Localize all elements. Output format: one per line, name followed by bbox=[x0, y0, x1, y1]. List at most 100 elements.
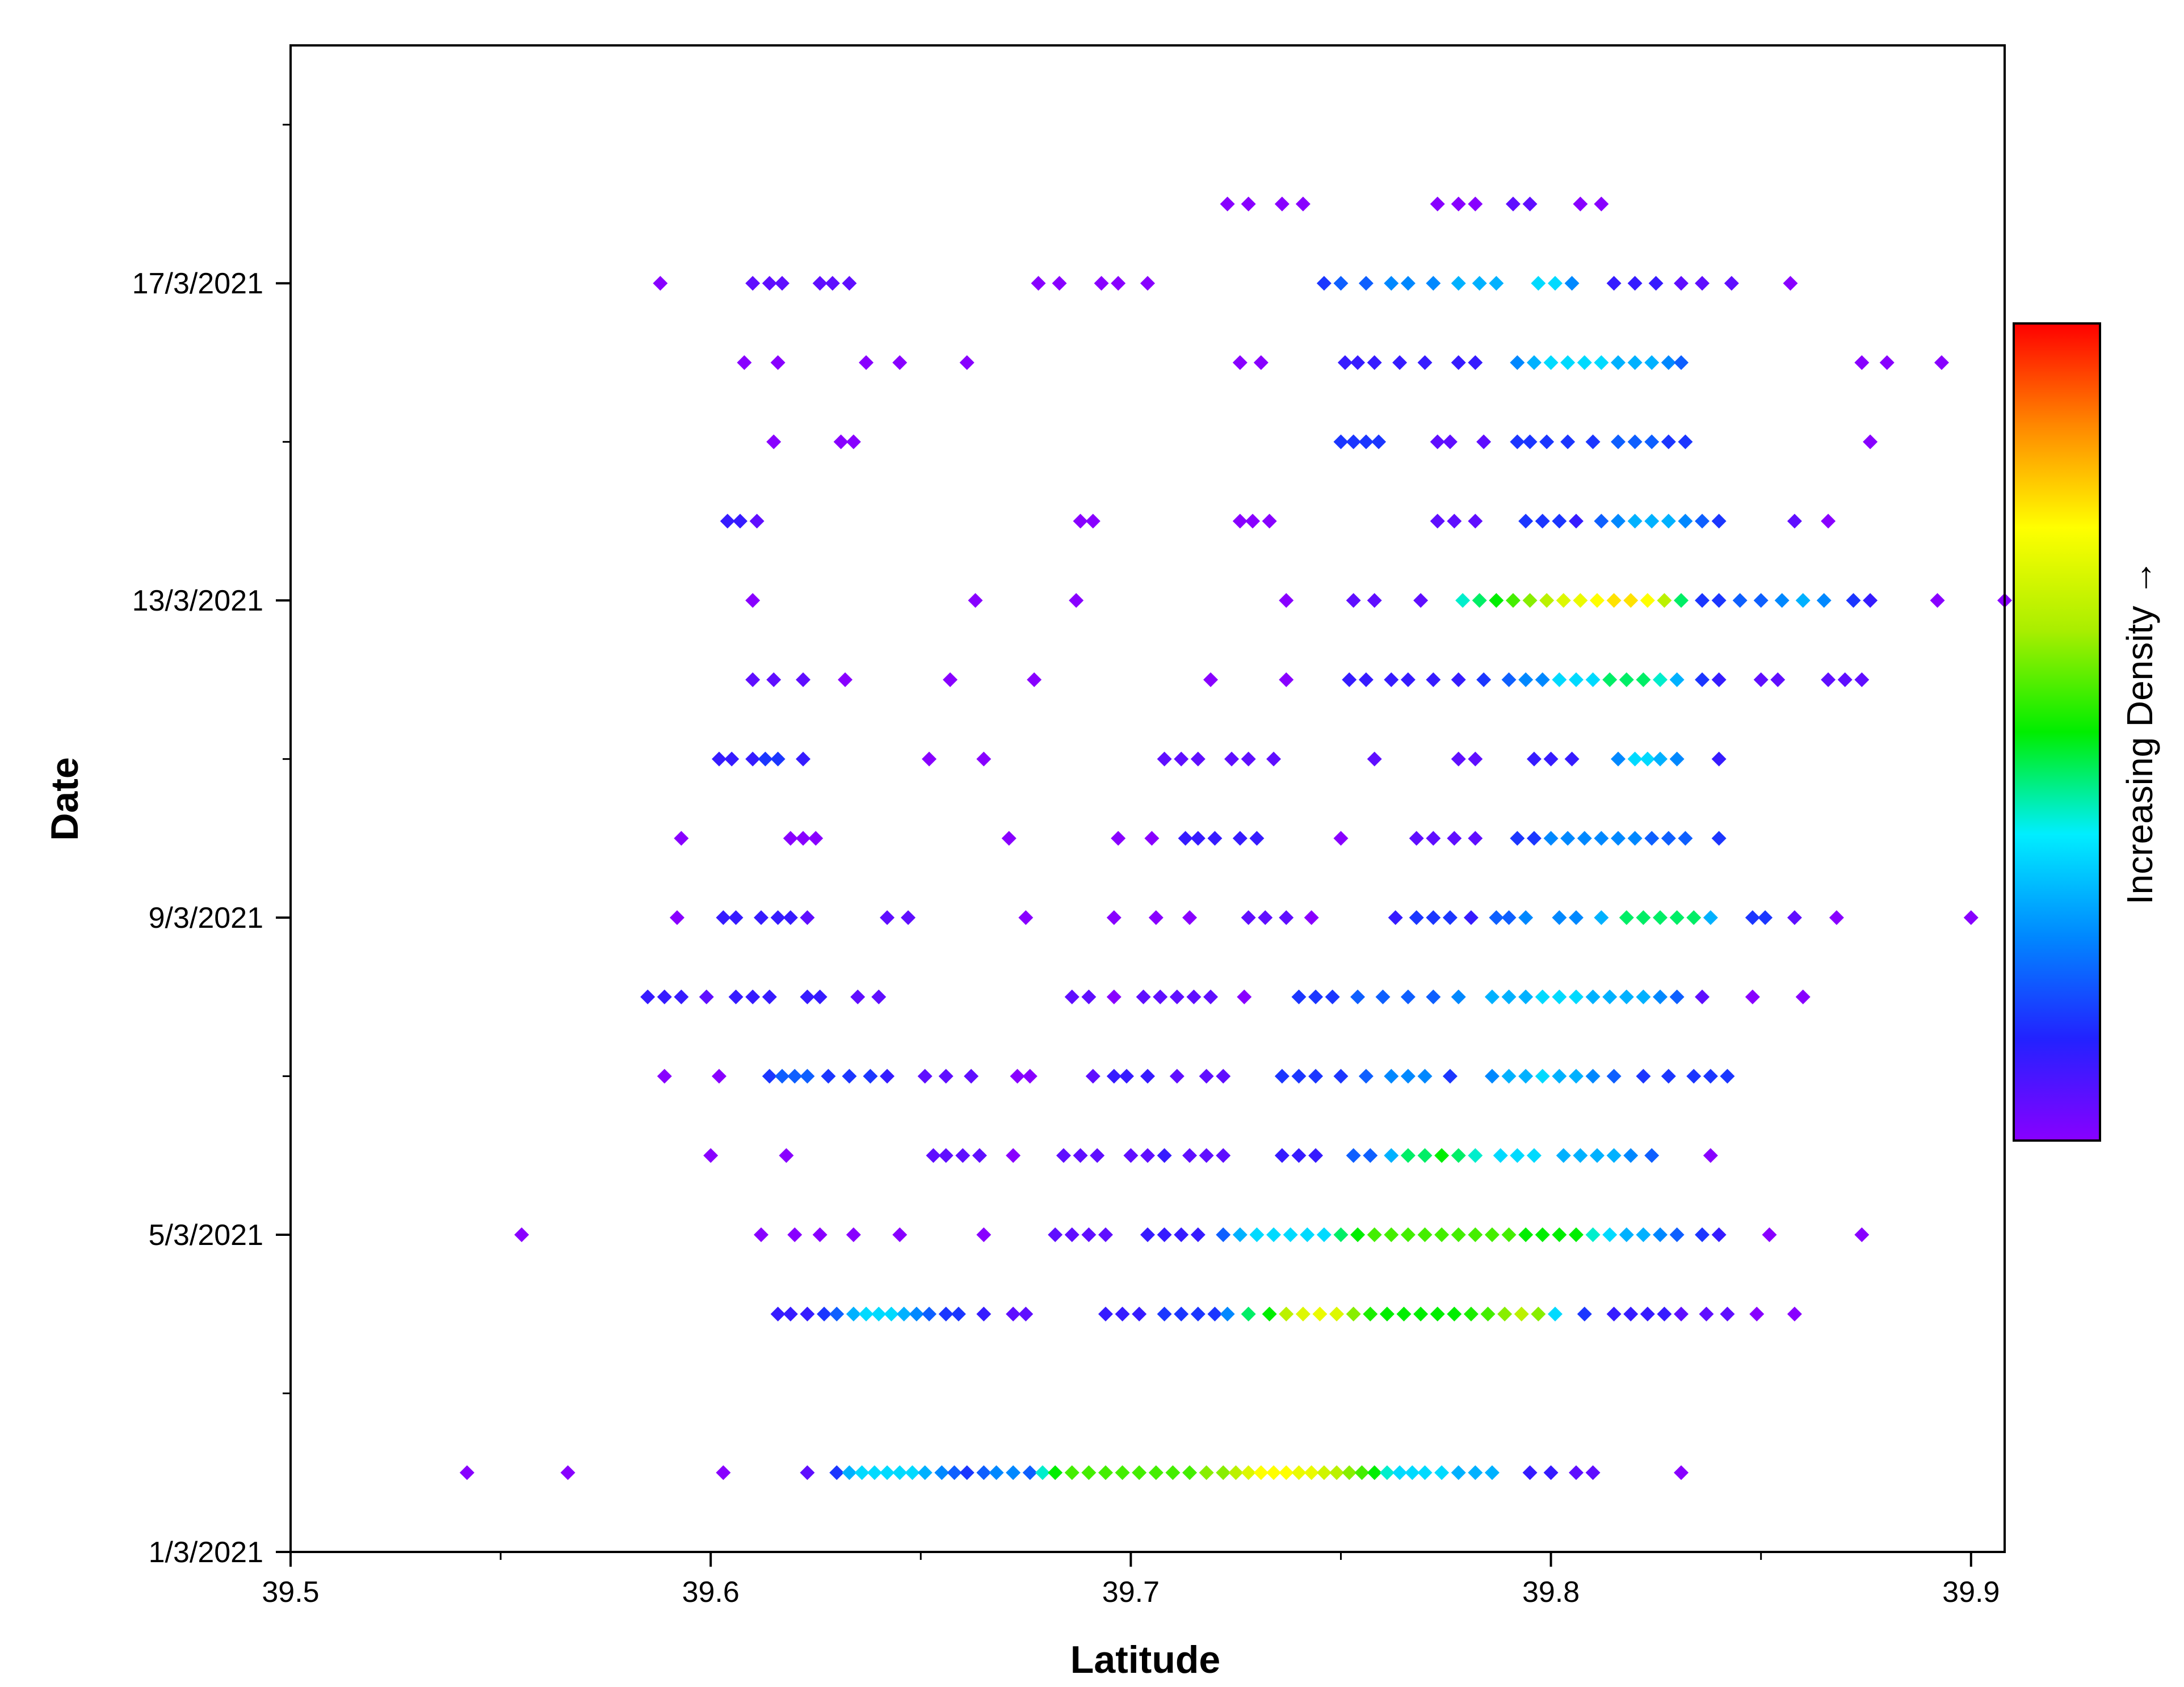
data-point bbox=[880, 910, 895, 925]
data-point bbox=[1863, 593, 1878, 608]
data-point bbox=[1480, 1306, 1496, 1322]
data-point bbox=[1674, 1465, 1689, 1480]
data-point bbox=[1409, 831, 1424, 846]
data-point bbox=[1371, 434, 1387, 449]
data-point bbox=[1199, 1465, 1214, 1480]
data-point bbox=[1547, 276, 1563, 291]
data-point bbox=[1829, 910, 1844, 925]
data-point bbox=[1518, 1068, 1534, 1084]
data-point bbox=[1745, 989, 1760, 1004]
data-point bbox=[1417, 1068, 1433, 1084]
data-point bbox=[1132, 1465, 1147, 1480]
data-point bbox=[1022, 1465, 1038, 1480]
data-point bbox=[1606, 1306, 1622, 1322]
data-point bbox=[1384, 1068, 1399, 1084]
data-point bbox=[1262, 1306, 1277, 1322]
data-point bbox=[1447, 514, 1462, 529]
data-point bbox=[1606, 1068, 1622, 1084]
data-point bbox=[1468, 1148, 1483, 1163]
data-point bbox=[1447, 831, 1462, 846]
data-point bbox=[955, 1148, 971, 1163]
data-point bbox=[1388, 910, 1403, 925]
data-point bbox=[1606, 1148, 1622, 1163]
data-point bbox=[1035, 1465, 1050, 1480]
data-point bbox=[1266, 1227, 1282, 1243]
data-point bbox=[1245, 514, 1261, 529]
data-point bbox=[1640, 593, 1655, 608]
data-point bbox=[1758, 910, 1773, 925]
data-point bbox=[1182, 1465, 1198, 1480]
data-point bbox=[1686, 1068, 1702, 1084]
data-point bbox=[800, 910, 815, 925]
data-point bbox=[1560, 831, 1576, 846]
data-point bbox=[968, 593, 983, 608]
data-point bbox=[1720, 1068, 1735, 1084]
data-point bbox=[770, 751, 786, 767]
data-point bbox=[1400, 1227, 1416, 1243]
data-point bbox=[1640, 1306, 1655, 1322]
data-point bbox=[1552, 910, 1567, 925]
data-point bbox=[1354, 1465, 1370, 1480]
data-point bbox=[1186, 989, 1202, 1004]
data-point bbox=[1157, 751, 1172, 767]
data-point bbox=[1367, 355, 1382, 370]
data-point bbox=[1661, 355, 1676, 370]
plot-background bbox=[291, 45, 2005, 1552]
data-point bbox=[1484, 1227, 1500, 1243]
data-point bbox=[728, 910, 744, 925]
data-point bbox=[1535, 1068, 1550, 1084]
data-point bbox=[754, 1227, 769, 1243]
data-point bbox=[1627, 434, 1643, 449]
data-point bbox=[716, 910, 731, 925]
data-point bbox=[1241, 196, 1256, 212]
data-point bbox=[1489, 276, 1504, 291]
data-point bbox=[1674, 355, 1689, 370]
data-point bbox=[1636, 1227, 1651, 1243]
data-point bbox=[1358, 276, 1374, 291]
data-point bbox=[1497, 1306, 1513, 1322]
data-point bbox=[1602, 1227, 1618, 1243]
data-point bbox=[812, 989, 828, 1004]
data-point bbox=[1308, 1068, 1324, 1084]
data-point bbox=[1569, 989, 1584, 1004]
data-point bbox=[1367, 1227, 1382, 1243]
colorbar bbox=[2013, 322, 2101, 1142]
data-point bbox=[1052, 276, 1067, 291]
data-point bbox=[1518, 1227, 1534, 1243]
data-point bbox=[1611, 831, 1626, 846]
data-point bbox=[1531, 276, 1546, 291]
data-point bbox=[1174, 751, 1189, 767]
data-point bbox=[1216, 1227, 1231, 1243]
data-point bbox=[657, 1068, 672, 1084]
data-point bbox=[1661, 514, 1676, 529]
data-point bbox=[1274, 1148, 1290, 1163]
data-point bbox=[1711, 831, 1727, 846]
data-point bbox=[1505, 593, 1521, 608]
data-point bbox=[1686, 910, 1702, 925]
data-point bbox=[1304, 1465, 1319, 1480]
data-point bbox=[846, 434, 861, 449]
data-point bbox=[703, 1148, 719, 1163]
data-point bbox=[1094, 276, 1109, 291]
data-point bbox=[1405, 1465, 1420, 1480]
data-point bbox=[1711, 593, 1727, 608]
data-point bbox=[1312, 1306, 1328, 1322]
data-point bbox=[720, 514, 735, 529]
data-point bbox=[1085, 1068, 1101, 1084]
data-point bbox=[1199, 1148, 1214, 1163]
data-point bbox=[1262, 514, 1277, 529]
data-point bbox=[1577, 355, 1592, 370]
data-point bbox=[1547, 1306, 1563, 1322]
data-point bbox=[1241, 751, 1256, 767]
data-point bbox=[1569, 514, 1584, 529]
data-point bbox=[1594, 196, 1609, 212]
data-point bbox=[1627, 514, 1643, 529]
data-point bbox=[871, 989, 887, 1004]
data-point bbox=[1720, 1306, 1735, 1322]
data-point bbox=[1518, 989, 1534, 1004]
data-point bbox=[1640, 751, 1655, 767]
data-point bbox=[959, 355, 975, 370]
data-point bbox=[1787, 514, 1802, 529]
data-point bbox=[1447, 1306, 1462, 1322]
data-point bbox=[1430, 434, 1445, 449]
